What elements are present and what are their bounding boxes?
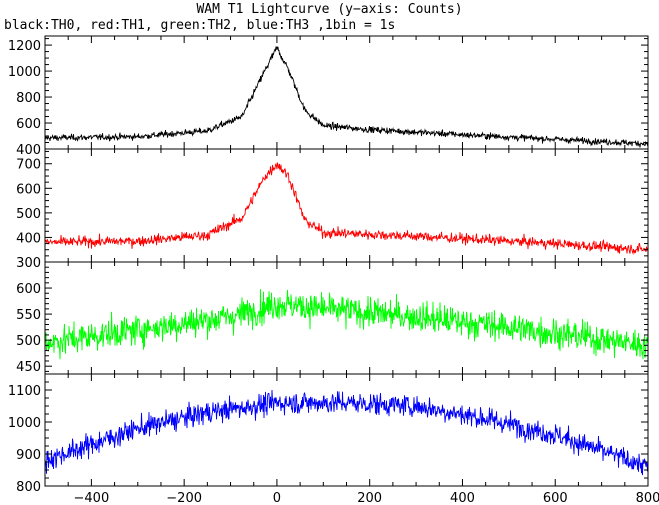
y-tick-label: 1000 bbox=[8, 65, 41, 80]
chart-subtitle: black:TH0, red:TH1, green:TH2, blue:TH3 … bbox=[4, 18, 396, 33]
x-tick-label: 400 bbox=[450, 491, 475, 505]
y-tick-label: 600 bbox=[16, 117, 41, 132]
y-tick-label: 550 bbox=[16, 308, 41, 323]
series-line-th0 bbox=[45, 46, 648, 148]
y-tick-label: 800 bbox=[16, 480, 41, 495]
x-tick-label: 0 bbox=[273, 491, 281, 505]
y-tick-label: 1100 bbox=[8, 384, 41, 399]
y-tick-label: 500 bbox=[16, 207, 41, 222]
y-tick-label: 450 bbox=[16, 360, 41, 375]
y-tick-label: 700 bbox=[16, 158, 41, 173]
panel-frame-th0 bbox=[44, 35, 649, 150]
y-tick-label: 800 bbox=[16, 91, 41, 106]
y-tick-label: 400 bbox=[16, 231, 41, 246]
y-tick-label: 600 bbox=[16, 182, 41, 197]
x-tick-label: 600 bbox=[543, 491, 568, 505]
y-tick-label: 400 bbox=[16, 143, 41, 158]
series-line-th1 bbox=[45, 161, 648, 256]
y-tick-label: 1200 bbox=[8, 39, 41, 54]
x-tick-label: −400 bbox=[74, 491, 110, 505]
y-tick-label: 1000 bbox=[8, 416, 41, 431]
series-line-th2 bbox=[45, 288, 648, 360]
chart-title: WAM T1 Lightcurve (y−axis: Counts) bbox=[196, 2, 463, 17]
y-tick-label: 600 bbox=[16, 282, 41, 297]
series-line-th3 bbox=[45, 389, 648, 476]
y-tick-label: 500 bbox=[16, 334, 41, 349]
x-tick-label: 200 bbox=[357, 491, 382, 505]
y-tick-label: 900 bbox=[16, 448, 41, 463]
x-tick-label: 800 bbox=[636, 491, 659, 505]
x-tick-label: −200 bbox=[166, 491, 202, 505]
y-tick-label: 300 bbox=[16, 256, 41, 271]
